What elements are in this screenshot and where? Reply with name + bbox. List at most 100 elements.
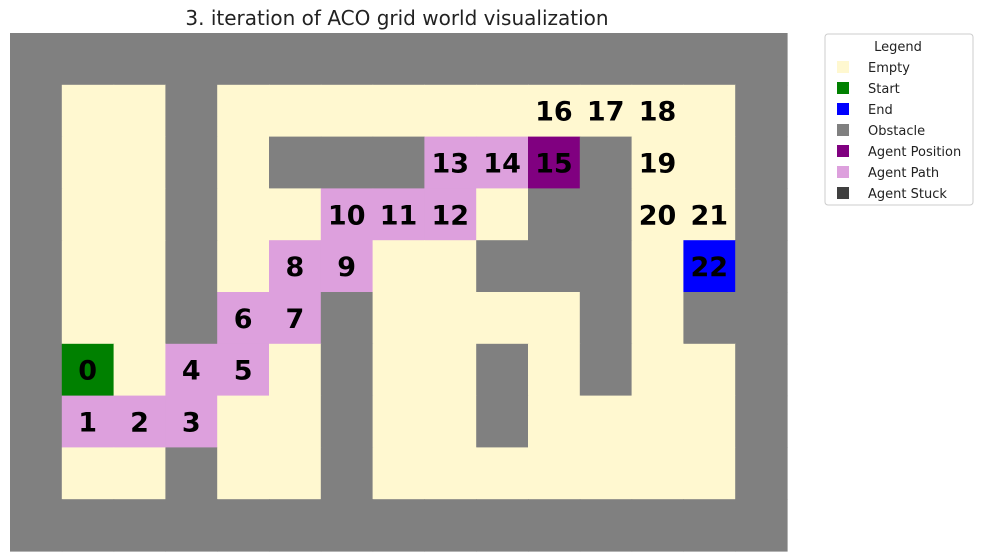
grid-cell-empty xyxy=(61,447,115,500)
step-label: 17 xyxy=(587,97,625,128)
grid-cell-obstacle xyxy=(579,188,633,241)
legend-label: Start xyxy=(868,82,900,97)
grid-cell-obstacle xyxy=(372,136,425,189)
grid-cell-empty xyxy=(217,447,270,500)
grid-cell-empty xyxy=(217,395,270,448)
grid-cell-obstacle xyxy=(10,136,63,189)
grid-cell-obstacle xyxy=(269,136,322,189)
grid-cell-obstacle xyxy=(735,188,788,241)
step-label: 9 xyxy=(337,252,356,283)
grid-cell-empty xyxy=(476,447,529,500)
grid-cell-obstacle xyxy=(579,343,633,397)
grid-cell-obstacle xyxy=(10,447,63,500)
grid-cell-empty xyxy=(528,343,581,397)
grid-cell-obstacle xyxy=(735,395,788,448)
grid-cell-obstacle xyxy=(165,447,218,500)
grid-cell-empty xyxy=(631,292,684,345)
grid-cell-empty xyxy=(113,84,166,138)
grid-cell-empty xyxy=(631,447,684,500)
grid-cell-empty xyxy=(113,292,166,345)
grid-cell-obstacle xyxy=(165,136,218,189)
step-label: 16 xyxy=(535,97,573,128)
grid-cell-obstacle xyxy=(320,499,374,552)
grid-cell-empty xyxy=(269,84,322,138)
legend-swatch xyxy=(837,61,849,73)
grid-cell-obstacle xyxy=(10,188,63,241)
legend-frame xyxy=(824,33,974,206)
grid-cell-agent-path xyxy=(320,188,374,241)
grid-cell-obstacle xyxy=(320,33,374,86)
grid-cell-obstacle xyxy=(269,499,322,552)
grid-cell-empty xyxy=(631,343,684,397)
grid-cell-agent-path xyxy=(424,188,477,241)
grid-cell-empty xyxy=(372,240,425,293)
grid-cell-empty xyxy=(217,240,270,293)
grid-cell-obstacle xyxy=(683,292,736,345)
step-label: 3 xyxy=(182,408,201,439)
grid-cell-agent-path xyxy=(165,395,218,448)
grid-cell-obstacle xyxy=(476,33,529,86)
legend-label: Agent Position xyxy=(868,145,961,160)
grid-cell-empty xyxy=(528,395,581,448)
grid-cell-obstacle xyxy=(528,499,581,552)
grid-cell-agent-path xyxy=(424,136,477,189)
grid-cell-obstacle xyxy=(10,33,63,86)
grid-cell-obstacle xyxy=(579,136,633,189)
grid-cell-obstacle xyxy=(735,84,788,138)
step-label: 11 xyxy=(380,200,418,231)
grid-cell-agent-path xyxy=(217,343,270,397)
grid-cell-obstacle xyxy=(113,33,166,86)
grid-cell-agent-path xyxy=(217,292,270,345)
grid-cell-obstacle xyxy=(735,240,788,293)
grid-cell-agent-path xyxy=(476,136,529,189)
step-label: 7 xyxy=(286,304,305,335)
grid-cell-obstacle xyxy=(683,33,736,86)
grid-cell-obstacle xyxy=(10,240,63,293)
grid-cell-empty xyxy=(631,188,684,241)
grid-cell-obstacle xyxy=(476,395,529,448)
grid-cell-empty xyxy=(372,84,425,138)
grid-cell-empty xyxy=(424,84,477,138)
step-label: 4 xyxy=(182,356,201,387)
grid-cell-empty xyxy=(372,343,425,397)
grid-cell-empty xyxy=(424,292,477,345)
grid-cell-empty xyxy=(372,292,425,345)
grid-cell-end xyxy=(683,240,736,293)
grid-cell-empty xyxy=(372,447,425,500)
grid-cell-empty xyxy=(579,84,633,138)
grid-cell-agent-path xyxy=(61,395,115,448)
legend-label: Agent Path xyxy=(868,166,939,181)
grid-cell-empty xyxy=(113,240,166,293)
grid-cell-empty xyxy=(217,188,270,241)
grid-cell-obstacle xyxy=(165,240,218,293)
grid-cell-obstacle xyxy=(165,33,218,86)
step-label: 20 xyxy=(639,200,677,231)
step-label: 8 xyxy=(286,252,305,283)
grid-cell-empty xyxy=(631,240,684,293)
grid-cell-obstacle xyxy=(424,33,477,86)
grid-cell-empty xyxy=(424,395,477,448)
legend-swatch xyxy=(837,166,849,178)
legend-swatch xyxy=(837,103,849,115)
grid-cell-empty xyxy=(683,343,736,397)
step-label: 0 xyxy=(78,356,97,387)
grid-cell-obstacle xyxy=(217,499,270,552)
legend-title: Legend xyxy=(874,40,922,55)
grid-cell-obstacle xyxy=(217,33,270,86)
grid-cell-empty xyxy=(269,395,322,448)
grid-cell-empty xyxy=(61,292,115,345)
grid-cells xyxy=(10,33,788,552)
grid-cell-empty xyxy=(424,343,477,397)
step-label: 15 xyxy=(535,149,573,180)
step-label: 19 xyxy=(639,149,677,180)
grid-cell-empty xyxy=(579,395,633,448)
grid-cell-obstacle xyxy=(320,292,374,345)
grid-cell-obstacle xyxy=(735,343,788,397)
grid-cell-empty xyxy=(476,188,529,241)
grid-cell-empty xyxy=(217,136,270,189)
legend-swatch xyxy=(837,145,849,157)
step-label: 22 xyxy=(691,252,729,283)
grid-cell-obstacle xyxy=(579,499,633,552)
